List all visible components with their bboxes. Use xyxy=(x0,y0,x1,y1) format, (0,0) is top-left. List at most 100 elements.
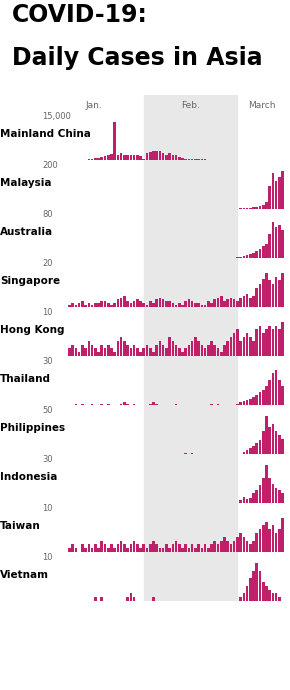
Bar xyxy=(239,341,242,356)
Bar xyxy=(184,159,187,160)
Bar xyxy=(107,344,110,356)
Bar xyxy=(275,593,278,601)
Bar xyxy=(155,544,158,552)
Bar xyxy=(120,540,122,552)
Bar xyxy=(84,548,87,552)
Bar xyxy=(162,153,164,160)
Bar xyxy=(207,302,210,307)
Bar xyxy=(139,156,142,160)
Text: 10: 10 xyxy=(42,553,52,562)
Text: Philippines: Philippines xyxy=(0,423,65,433)
Text: 30: 30 xyxy=(42,357,53,366)
Bar xyxy=(71,303,74,307)
Bar xyxy=(81,344,84,356)
Bar xyxy=(133,155,135,160)
Bar xyxy=(130,348,132,356)
Text: Singapore: Singapore xyxy=(0,276,60,286)
Bar xyxy=(265,386,268,405)
Bar xyxy=(194,548,197,552)
Bar xyxy=(110,348,113,356)
Bar xyxy=(255,491,258,503)
Bar xyxy=(278,280,281,307)
Bar xyxy=(171,544,174,552)
Bar xyxy=(126,404,129,405)
Text: 30: 30 xyxy=(42,455,53,464)
Bar xyxy=(175,344,177,356)
Bar xyxy=(113,303,116,307)
Bar xyxy=(144,563,238,601)
Bar xyxy=(249,399,252,405)
Bar xyxy=(81,544,84,552)
Bar xyxy=(133,404,135,405)
Bar xyxy=(107,303,110,307)
Bar xyxy=(144,416,238,454)
Bar xyxy=(75,404,77,405)
Bar xyxy=(194,303,197,307)
Bar xyxy=(191,544,193,552)
Bar xyxy=(272,284,274,307)
Bar xyxy=(120,297,122,307)
Bar xyxy=(268,589,271,601)
Bar xyxy=(152,598,155,601)
Bar xyxy=(252,295,255,307)
Bar xyxy=(91,305,93,307)
Bar xyxy=(239,257,242,258)
Bar xyxy=(230,337,232,356)
Bar xyxy=(71,344,74,356)
Bar xyxy=(144,209,238,220)
Bar xyxy=(259,206,261,209)
Bar xyxy=(226,299,229,307)
Bar xyxy=(162,299,164,307)
Bar xyxy=(175,540,177,552)
Bar xyxy=(236,404,239,405)
Bar xyxy=(142,348,145,356)
Bar xyxy=(249,448,252,454)
Bar xyxy=(155,344,158,356)
Bar xyxy=(210,404,213,405)
Bar xyxy=(281,322,284,356)
Text: Hong Kong: Hong Kong xyxy=(0,325,64,335)
Bar xyxy=(136,544,139,552)
Bar xyxy=(255,288,258,307)
Bar xyxy=(84,348,87,356)
Bar xyxy=(259,485,261,503)
Bar xyxy=(268,186,271,209)
Bar xyxy=(278,529,281,552)
Bar xyxy=(275,370,278,405)
Bar xyxy=(184,453,187,454)
Bar xyxy=(239,402,242,405)
Bar xyxy=(101,598,103,601)
Bar xyxy=(201,344,203,356)
Bar xyxy=(184,348,187,356)
Bar xyxy=(152,150,155,160)
Bar xyxy=(278,380,281,405)
Bar xyxy=(252,493,255,503)
Bar xyxy=(144,367,238,405)
Bar xyxy=(142,159,145,160)
Bar xyxy=(259,393,261,405)
Bar xyxy=(144,122,238,160)
Bar xyxy=(146,344,148,356)
Bar xyxy=(239,500,242,503)
Bar xyxy=(233,333,235,356)
Bar xyxy=(259,248,261,258)
Bar xyxy=(144,552,238,563)
Text: 80: 80 xyxy=(42,210,53,219)
Bar xyxy=(123,295,126,307)
Bar xyxy=(265,202,268,209)
Bar xyxy=(110,154,113,160)
Bar xyxy=(178,348,181,356)
Bar xyxy=(281,273,284,307)
Bar xyxy=(252,253,255,258)
Bar xyxy=(144,171,238,209)
Bar xyxy=(155,150,158,160)
Bar xyxy=(136,155,139,160)
Bar xyxy=(204,544,206,552)
Bar xyxy=(213,540,216,552)
Bar xyxy=(152,402,155,405)
Bar xyxy=(217,544,219,552)
Bar xyxy=(146,153,148,160)
Bar xyxy=(162,548,164,552)
Bar xyxy=(188,344,190,356)
Bar xyxy=(272,593,274,601)
